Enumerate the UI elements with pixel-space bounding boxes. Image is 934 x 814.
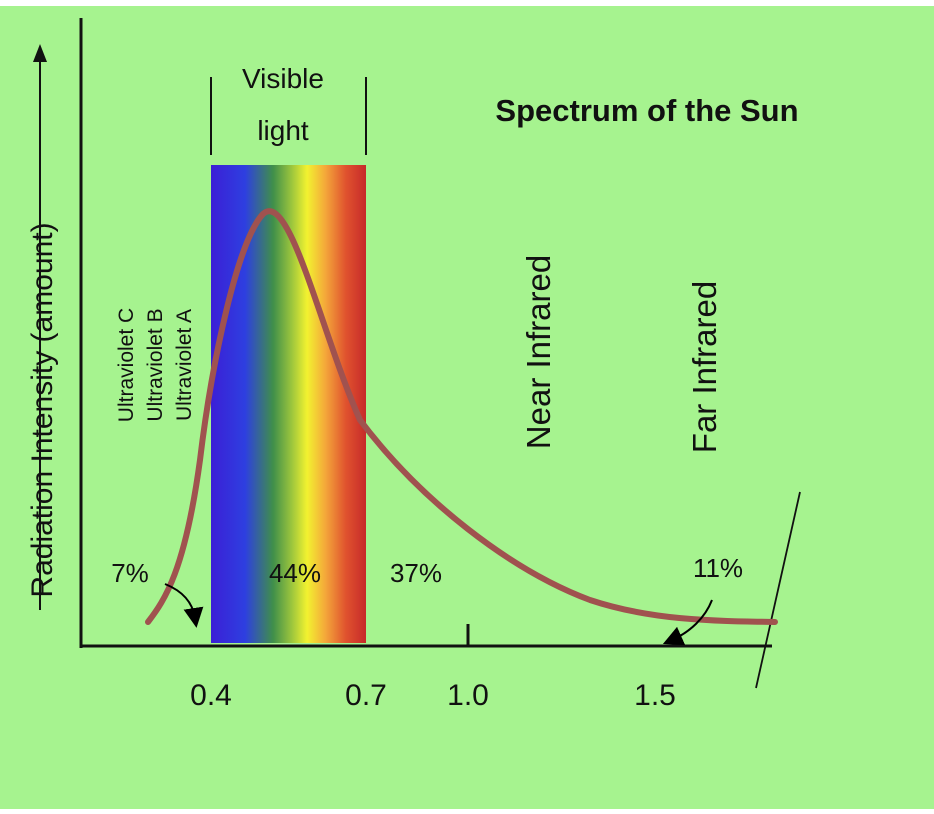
near-infrared-label: Near Infrared	[520, 255, 557, 449]
y-axis-arrow-icon	[33, 44, 47, 62]
visible-percentage: 44%	[269, 558, 321, 588]
axis-break-line	[755, 491, 801, 689]
x-tick-label: 1.5	[634, 679, 676, 712]
uv-b-label: Ultraviolet B	[144, 308, 167, 421]
near-ir-percentage: 37%	[390, 558, 442, 588]
far-ir-percentage: 11%	[693, 553, 743, 583]
uv-a-label: Ultraviolet A	[173, 309, 196, 421]
uv-c-label: Ultraviolet C	[115, 308, 138, 422]
x-tick-label: 1.0	[447, 679, 489, 712]
chart-title: Spectrum of the Sun	[495, 93, 798, 128]
x-tick-label: 0.7	[345, 679, 387, 712]
background-panel	[0, 6, 934, 809]
x-tick-label: 0.4	[190, 679, 232, 712]
visible-label-line-2: light	[257, 115, 309, 146]
uv-pointer-arrow	[164, 583, 204, 628]
visible-spectrum-band	[211, 165, 366, 643]
radiation-curve	[145, 208, 778, 625]
y-axis-label: Radiation Intensity (amount)	[26, 222, 59, 597]
visible-label-line-1: Visible	[242, 63, 324, 94]
uv-percentage: 7%	[111, 558, 149, 588]
far-ir-pointer-arrow	[662, 599, 713, 646]
far-infrared-label: Far Infrared	[686, 281, 723, 453]
